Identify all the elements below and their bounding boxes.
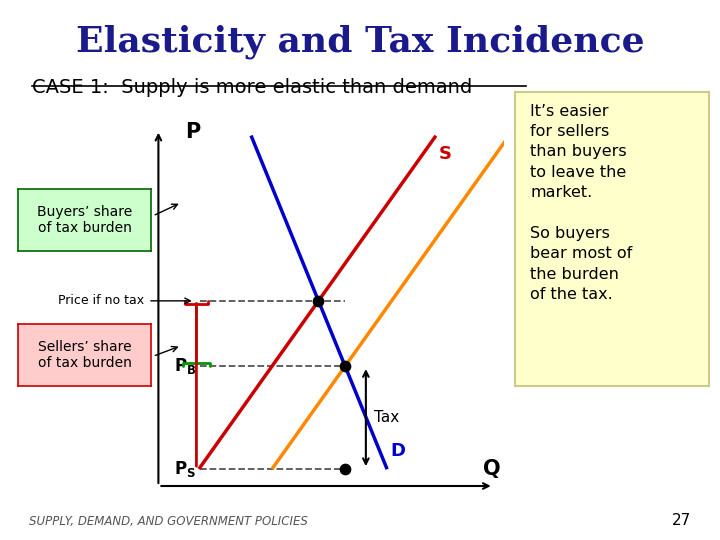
Text: Tax: Tax [374,410,400,425]
Text: Price if no tax: Price if no tax [58,294,145,307]
Text: 27: 27 [672,513,691,528]
Text: Sellers’ share
of tax burden: Sellers’ share of tax burden [37,340,132,370]
Text: CASE 1:  Supply is more elastic than demand: CASE 1: Supply is more elastic than dema… [32,78,472,97]
Point [339,465,351,474]
Text: Elasticity and Tax Incidence: Elasticity and Tax Incidence [76,24,644,59]
Text: D: D [390,442,405,460]
Point [339,362,351,370]
Text: S: S [438,145,451,163]
Text: $\mathbf{P_B}$: $\mathbf{P_B}$ [174,356,197,376]
Text: Buyers’ share
of tax burden: Buyers’ share of tax burden [37,205,132,235]
Text: SUPPLY, DEMAND, AND GOVERNMENT POLICIES: SUPPLY, DEMAND, AND GOVERNMENT POLICIES [29,515,307,528]
Text: It’s easier
for sellers
than buyers
to leave the
market.

So buyers
bear most of: It’s easier for sellers than buyers to l… [531,104,633,302]
Text: $\mathbf{P_S}$: $\mathbf{P_S}$ [174,459,197,479]
Text: Q: Q [483,458,500,478]
Text: P: P [185,123,201,143]
Point [312,296,324,305]
